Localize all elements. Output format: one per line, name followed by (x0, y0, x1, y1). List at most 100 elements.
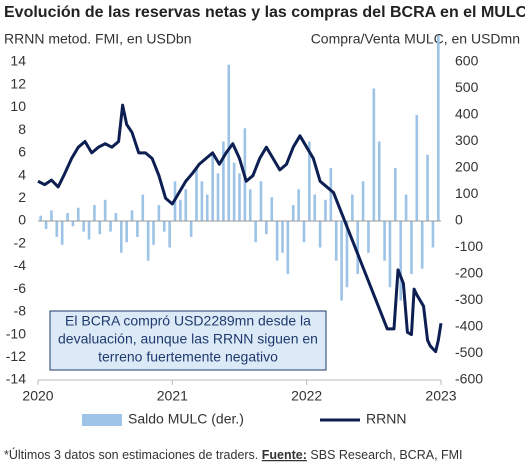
y-tick-label: 12 (10, 75, 26, 91)
bar (216, 173, 220, 221)
y-tick-label: 0 (18, 212, 26, 228)
bar (361, 181, 365, 221)
bar (399, 221, 402, 301)
y-tick-label: 2 (18, 189, 26, 205)
y-tick-label: -10 (6, 325, 26, 341)
bar (103, 199, 107, 221)
annotation: devaluación, aunque las RRNN siguen en (58, 331, 318, 347)
y2-tick-label: 600 (455, 53, 479, 69)
bar (318, 221, 322, 248)
x-tick-label: 2021 (157, 388, 188, 404)
bar (351, 194, 354, 221)
x-tick-label: 2023 (425, 388, 456, 404)
bar (329, 168, 333, 221)
bar (119, 221, 123, 253)
bar (44, 221, 48, 229)
bar (372, 88, 376, 221)
bar (270, 197, 274, 221)
y2-tick-label: 500 (455, 79, 479, 95)
y-tick-label: 10 (10, 98, 26, 114)
legend-label: RRNN (366, 411, 406, 427)
bar (222, 141, 225, 221)
note: *Últimos 3 datos son estimaciones de tra… (4, 447, 258, 462)
bar (184, 189, 188, 221)
x-tick-label: 2022 (291, 388, 322, 404)
y-tick-label: -2 (14, 234, 27, 250)
bar (388, 221, 392, 288)
y-tick-label: -12 (6, 348, 26, 364)
bar (410, 221, 413, 274)
bar (426, 154, 429, 221)
bar (189, 221, 193, 237)
bar (162, 221, 166, 232)
bar (141, 194, 145, 221)
bar (200, 181, 204, 221)
bar (334, 221, 338, 261)
bar (275, 221, 279, 261)
bar (114, 213, 118, 221)
legend-label: Saldo MULC (der.) (128, 411, 244, 427)
bar (437, 35, 440, 221)
bar (248, 189, 252, 221)
bar (55, 221, 59, 237)
bar (302, 221, 306, 243)
bar (420, 221, 424, 269)
y2-tick-label: -500 (455, 344, 483, 360)
bar (232, 162, 236, 221)
plot-area: -14 -12 -10 -8 -6 -4 -2 0 2 4 6 8 10 12 14 -600 -500 -400… (6, 35, 483, 427)
y2-tick-label: -600 (455, 371, 483, 387)
annotation-box (49, 310, 327, 371)
bar (71, 221, 75, 227)
footer: *Últimos 3 datos son estimaciones de tra… (4, 447, 463, 462)
source-label: Fuente: (262, 448, 307, 462)
bar (297, 189, 300, 221)
bar (238, 173, 241, 221)
bar (313, 194, 317, 221)
bar (431, 221, 435, 248)
bar (281, 221, 284, 253)
y2-tick-label: 100 (455, 185, 479, 201)
bar (205, 194, 209, 221)
bar (93, 205, 96, 221)
y-tick-label: -14 (6, 371, 26, 387)
bar (39, 215, 42, 221)
bar (82, 221, 85, 232)
bar (179, 199, 182, 221)
y-tick-label: 14 (10, 53, 26, 69)
y2-tick-label: 0 (455, 212, 463, 228)
bar (286, 221, 290, 274)
y2-tick-label: -100 (455, 238, 483, 254)
bar (254, 221, 257, 243)
bar (394, 168, 397, 221)
bar (324, 199, 327, 221)
bar (77, 207, 80, 221)
bar (152, 221, 155, 245)
bar (66, 213, 69, 221)
bar (227, 64, 231, 222)
y2-tick-label: 200 (455, 159, 479, 175)
y-axis-label: RRNN metod. FMI, en USDbn (4, 31, 192, 47)
y2-tick-label: -300 (455, 291, 483, 307)
y2-tick-label: 300 (455, 132, 479, 148)
x-tick-label: 2020 (22, 388, 53, 404)
bar (87, 221, 91, 240)
bar (345, 221, 349, 288)
bar (130, 210, 134, 221)
bar (98, 221, 102, 235)
y-tick-label: 4 (18, 166, 26, 182)
y2-tick-label: 400 (455, 106, 479, 122)
source: SBS Research, BCRA, FMI (310, 448, 462, 462)
bar (404, 194, 408, 221)
bar (136, 221, 139, 237)
bar (50, 210, 53, 221)
y-tick-label: 8 (18, 121, 26, 137)
bar (415, 115, 419, 221)
bar (146, 221, 150, 261)
bar (265, 221, 268, 235)
chart-title: Evolución de las reservas netas y las co… (4, 4, 525, 21)
bar (60, 221, 64, 245)
bar (109, 221, 112, 232)
line (37, 103, 443, 354)
bar (125, 221, 128, 243)
